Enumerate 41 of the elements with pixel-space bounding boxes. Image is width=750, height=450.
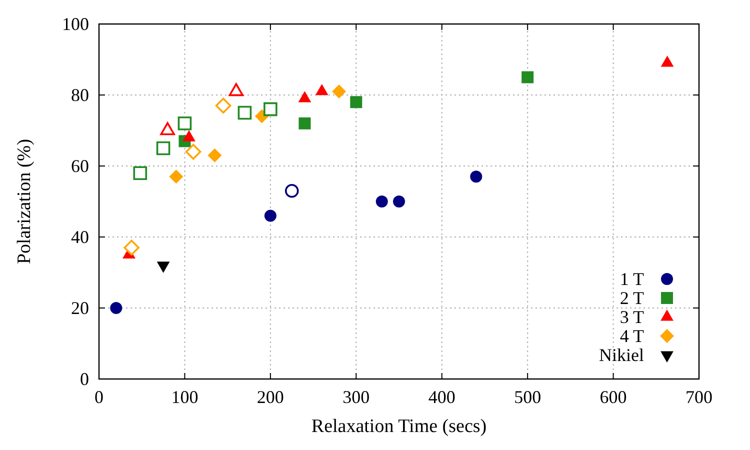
x-tick-label: 300 — [342, 387, 370, 407]
y-tick-label: 80 — [71, 85, 89, 105]
y-tick-label: 0 — [80, 369, 89, 389]
point — [185, 144, 202, 160]
legend-label: 2 T — [620, 288, 644, 308]
x-tick-label: 600 — [600, 387, 627, 407]
point — [284, 184, 299, 198]
y-tick-label: 40 — [71, 227, 89, 247]
x-tick-label: 100 — [171, 387, 198, 407]
legend-label: 3 T — [620, 307, 644, 327]
point — [376, 196, 388, 208]
x-tick-label: 500 — [514, 387, 542, 407]
point — [264, 210, 276, 222]
point — [215, 98, 232, 114]
point — [350, 96, 362, 108]
point — [178, 116, 192, 130]
point — [169, 170, 184, 184]
point — [156, 141, 170, 156]
x-tick-label: 400 — [428, 387, 456, 407]
point — [470, 170, 482, 183]
point — [208, 148, 222, 162]
y-tick-label: 60 — [71, 156, 89, 176]
x-tick-label: 700 — [686, 387, 712, 407]
point — [522, 71, 534, 84]
point — [110, 302, 122, 314]
y-tick-label: 100 — [62, 14, 89, 34]
legend-label: 1 T — [620, 269, 644, 289]
point — [124, 240, 140, 256]
x-tick-label: 0 — [94, 387, 104, 407]
point — [133, 166, 148, 180]
y-tick-label: 20 — [71, 298, 89, 318]
y-axis-title: Polarization (%) — [14, 138, 35, 264]
x-tick-label: 200 — [256, 387, 284, 407]
point — [332, 84, 346, 98]
point — [264, 102, 278, 116]
point — [238, 106, 252, 120]
point — [393, 196, 405, 208]
point — [298, 117, 311, 130]
legend-label: 4 T — [620, 326, 644, 346]
x-axis-title: Relaxation Time (secs) — [311, 416, 487, 437]
legend-label: Nikiel — [599, 345, 644, 365]
